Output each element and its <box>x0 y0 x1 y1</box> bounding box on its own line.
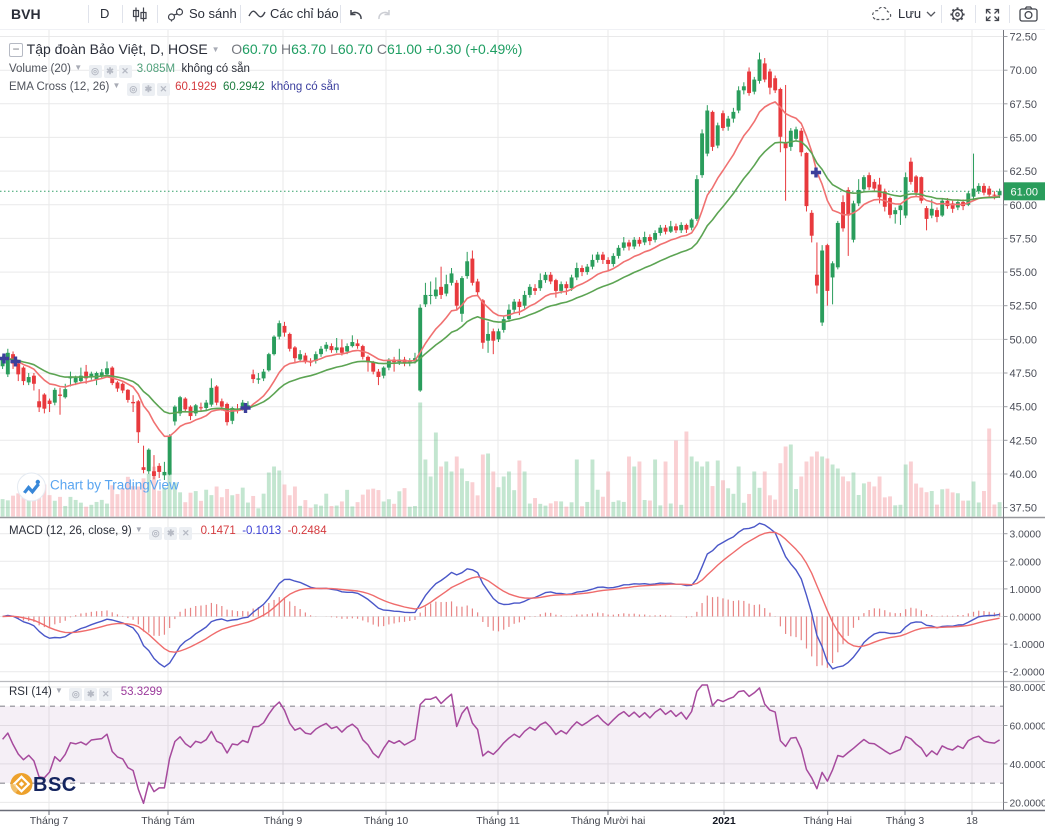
svg-text:62.50: 62.50 <box>1010 166 1038 178</box>
svg-text:52.50: 52.50 <box>1010 301 1038 313</box>
svg-text:40.00: 40.00 <box>1010 469 1038 481</box>
svg-text:Tháng Hai: Tháng Hai <box>803 815 851 827</box>
svg-text:70.00: 70.00 <box>1010 65 1038 77</box>
svg-text:20.0000: 20.0000 <box>1010 798 1045 809</box>
svg-text:Tháng 9: Tháng 9 <box>264 815 303 827</box>
svg-text:Tháng 3: Tháng 3 <box>886 815 925 827</box>
svg-text:37.50: 37.50 <box>1010 503 1038 515</box>
svg-text:18: 18 <box>966 815 978 827</box>
svg-text:47.50: 47.50 <box>1010 368 1038 380</box>
svg-text:60.0000: 60.0000 <box>1010 722 1045 733</box>
svg-text:60.00: 60.00 <box>1010 200 1038 212</box>
svg-text:2021: 2021 <box>712 815 736 827</box>
svg-text:72.50: 72.50 <box>1010 32 1038 44</box>
svg-text:65.00: 65.00 <box>1010 132 1038 144</box>
svg-text:Tháng Mười hai: Tháng Mười hai <box>571 815 646 827</box>
svg-text:42.50: 42.50 <box>1010 435 1038 447</box>
svg-text:-2.0000: -2.0000 <box>1010 668 1045 679</box>
svg-text:Tháng 10: Tháng 10 <box>364 815 409 827</box>
svg-text:Tháng 7: Tháng 7 <box>30 815 69 827</box>
svg-text:Tháng Tám: Tháng Tám <box>141 815 195 827</box>
svg-text:57.50: 57.50 <box>1010 233 1038 245</box>
svg-text:80.0000: 80.0000 <box>1010 683 1045 694</box>
svg-text:Chart by TradingView: Chart by TradingView <box>50 478 179 493</box>
svg-text:0.0000: 0.0000 <box>1010 613 1042 624</box>
svg-text:BSC: BSC <box>33 774 77 796</box>
svg-text:67.50: 67.50 <box>1010 99 1038 111</box>
svg-text:40.0000: 40.0000 <box>1010 760 1045 771</box>
svg-text:Tháng 11: Tháng 11 <box>476 815 520 827</box>
svg-text:-1.0000: -1.0000 <box>1010 640 1045 651</box>
svg-text:2.0000: 2.0000 <box>1010 557 1042 568</box>
svg-text:61.00: 61.00 <box>1011 186 1039 198</box>
svg-text:45.00: 45.00 <box>1010 402 1038 414</box>
svg-text:1.0000: 1.0000 <box>1010 585 1042 596</box>
svg-text:55.00: 55.00 <box>1010 267 1038 279</box>
svg-text:3.0000: 3.0000 <box>1010 530 1042 541</box>
svg-text:50.00: 50.00 <box>1010 334 1038 346</box>
